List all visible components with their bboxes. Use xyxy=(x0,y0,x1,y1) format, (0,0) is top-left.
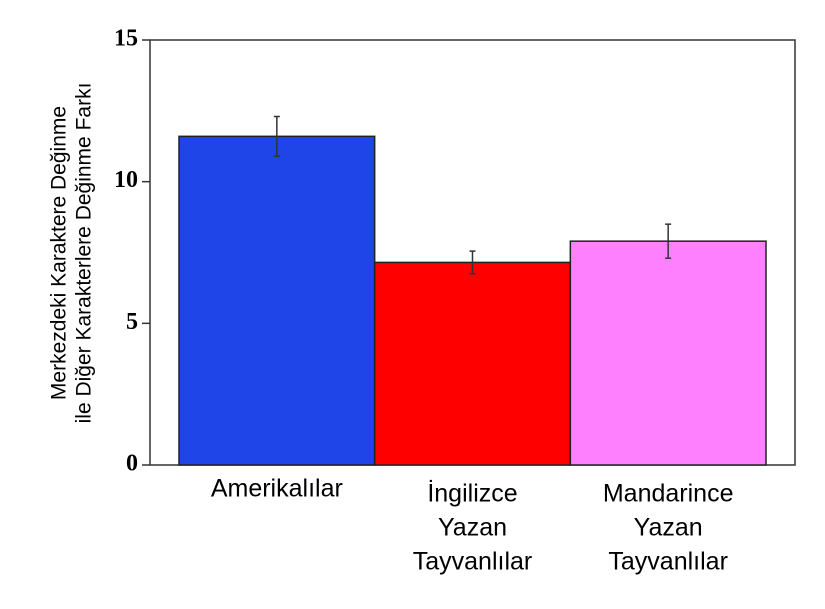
x-tick-label: Yazan xyxy=(438,514,507,542)
bar xyxy=(178,135,376,466)
x-tick-label: Tayvanlılar xyxy=(608,548,728,576)
x-tick-label: İngilizce xyxy=(427,479,517,508)
y-tick-label: 10 xyxy=(114,167,138,193)
y-tick-label: 15 xyxy=(114,26,138,52)
x-tick-label: Tayvanlılar xyxy=(413,548,533,576)
y-tick-label: 5 xyxy=(126,309,138,335)
y-tick-label: 0 xyxy=(126,451,138,477)
x-tick-label: Mandarince xyxy=(603,480,734,508)
bar xyxy=(373,261,572,466)
x-tick-label: Amerikalılar xyxy=(211,475,343,503)
y-axis-title: Merkezdeki Karaktere Değinme ile Diğer K… xyxy=(48,83,96,424)
bar xyxy=(569,240,767,466)
y-axis-title-line: ile Diğer Karakterlere Değinme Farkı xyxy=(73,83,96,424)
y-axis-title-line: Merkezdeki Karaktere Değinme xyxy=(48,106,71,400)
x-tick-label: Yazan xyxy=(634,514,703,542)
